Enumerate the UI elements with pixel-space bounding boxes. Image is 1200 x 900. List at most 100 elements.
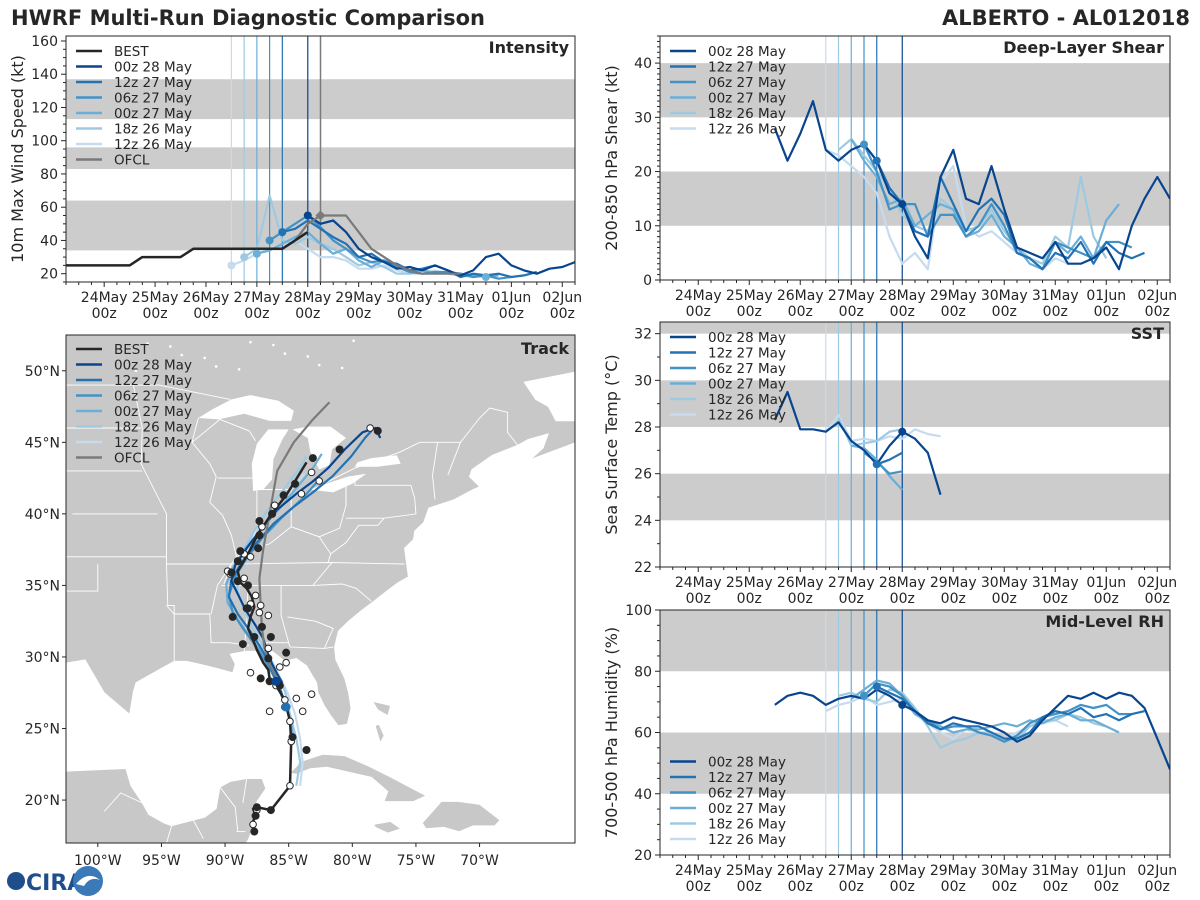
intensity-xtick-label-day: 28May xyxy=(284,290,331,306)
small-lake-4 xyxy=(272,343,275,347)
track-dot-open-25 xyxy=(270,501,279,510)
logo-globe-icon xyxy=(7,872,25,890)
intensity-ylabel: 10m Max Wind Speed (kt) xyxy=(8,55,27,263)
sst-xtick-label-day: 26May xyxy=(777,575,824,591)
cira-logo: CIRA xyxy=(7,866,103,896)
shear-panel-title: Deep-Layer Shear xyxy=(1003,38,1164,57)
shear-marker-0 xyxy=(898,200,907,209)
sst-xtick-label-day: 30May xyxy=(981,575,1028,591)
shear-xtick-label-hour: 00z xyxy=(839,304,864,320)
track-dot-filled-11 xyxy=(250,632,259,641)
intensity-xtick-label-hour: 00z xyxy=(397,306,422,322)
track-panel: 100°W 95°W 90°W 85°W 80°W 75°W 70°W 20°N 25°N 30°… xyxy=(25,334,576,869)
track-dot-filled-10 xyxy=(266,632,275,641)
track-dot-open-31 xyxy=(286,717,294,726)
rh-xtick-label-day: 28May xyxy=(879,863,926,879)
rh-ytick-label: 100 xyxy=(625,603,652,619)
sst-xtick-label-hour: 00z xyxy=(737,591,762,607)
sst-xtick-label-day: 01Jun xyxy=(1086,575,1126,591)
track-ytick-label: 30°N xyxy=(25,650,60,666)
sst-ytick-label: 26 xyxy=(634,467,652,483)
rh-band-1 xyxy=(660,610,1170,672)
track-legend-label-06z-27-may: 06z 27 May xyxy=(114,389,192,405)
intensity-series-00z-28-may xyxy=(307,214,575,277)
shear-ytick-label: 40 xyxy=(634,56,652,72)
state-border-13 xyxy=(345,480,417,519)
shear-xtick-label-day: 29May xyxy=(930,288,977,304)
track-dot-open-26 xyxy=(297,490,306,498)
track-dot-filled-2 xyxy=(252,803,261,812)
lake-erie xyxy=(309,473,367,493)
land-jamaica xyxy=(373,821,402,834)
state-border-9 xyxy=(281,583,372,602)
rh-xtick-label-hour: 00z xyxy=(890,879,915,895)
track-map-layer xyxy=(66,335,575,843)
shear-marker-1 xyxy=(872,156,881,165)
shear-ytick-label: 30 xyxy=(634,110,652,126)
shear-legend-label-00z-27-may: 00z 27 May xyxy=(708,91,786,107)
rh-xtick-label-day: 31May xyxy=(1032,863,1079,879)
track-dot-open-16 xyxy=(256,601,265,610)
state-border-22 xyxy=(66,564,99,592)
rh-xtick-label-hour: 00z xyxy=(1043,879,1068,895)
intensity-ytick-label: 120 xyxy=(31,100,58,116)
sst-xtick-label-hour: 00z xyxy=(1145,591,1170,607)
rh-xtick-label-hour: 00z xyxy=(788,879,813,895)
mexico-border-2 xyxy=(166,825,173,843)
track-dot-filled-31 xyxy=(242,604,251,613)
rh-series-00z-28-may xyxy=(774,688,1170,770)
small-lake-2 xyxy=(203,356,207,360)
sst-series-12z-27-may xyxy=(876,451,903,466)
rh-legend-label-12z-26-may: 12z 26 May xyxy=(708,832,786,848)
intensity-marker-3 xyxy=(252,249,261,258)
intensity-xtick-label-hour: 00z xyxy=(244,306,269,322)
intensity-xtick-label-hour: 00z xyxy=(142,306,167,322)
rh-xtick-label-day: 26May xyxy=(777,863,824,879)
rh-ytick-label: 20 xyxy=(634,848,652,864)
small-lake-13 xyxy=(352,339,355,343)
intensity-marker-2 xyxy=(265,236,274,245)
track-dot-open-12 xyxy=(275,663,284,671)
sst-xtick-label-hour: 00z xyxy=(1094,591,1119,607)
intensity-ytick-label: 40 xyxy=(40,233,58,249)
track-dot-open-4 xyxy=(281,696,289,704)
track-ytick-label: 50°N xyxy=(25,364,60,380)
intensity-marker-5 xyxy=(227,261,236,270)
shear-xtick-label-day: 31May xyxy=(1032,288,1079,304)
land-hispaniola xyxy=(421,801,501,833)
track-xtick-label: 90°W xyxy=(206,853,245,869)
sst-plot-area xyxy=(660,322,1170,567)
intensity-legend-label-06z-27-may: 06z 27 May xyxy=(114,91,192,107)
intensity-legend-label-00z-27-may: 00z 27 May xyxy=(114,106,192,122)
track-dot-filled-24 xyxy=(268,509,277,518)
rh-series-18z-26-may xyxy=(838,688,1107,749)
small-lake-9 xyxy=(214,365,218,368)
rh-legend-label-00z-28-may: 00z 28 May xyxy=(708,755,786,771)
intensity-xtick-label-hour: 00z xyxy=(193,306,218,322)
intensity-legend-label-18z-26-may: 18z 26 May xyxy=(114,122,192,138)
shear-xtick-label-day: 30May xyxy=(981,288,1028,304)
sst-xtick-label-hour: 00z xyxy=(941,591,966,607)
sst-xtick-label-day: 25May xyxy=(726,575,773,591)
track-dot-filled-27 xyxy=(308,454,317,463)
land-north-america xyxy=(66,335,575,727)
sst-legend-label-18z-26-may: 18z 26 May xyxy=(708,392,786,408)
rh-xtick-label-hour: 00z xyxy=(941,879,966,895)
track-dot-filled-22 xyxy=(255,531,264,540)
track-dot-filled-21 xyxy=(254,544,263,553)
rh-legend-label-06z-27-may: 06z 27 May xyxy=(708,786,786,802)
sst-ylabel: Sea Surface Temp (°C) xyxy=(602,354,621,534)
state-border-18 xyxy=(217,477,258,490)
rh-panel-title: Mid-Level RH xyxy=(1045,612,1164,631)
rh-series-12z-27-may xyxy=(876,685,1145,740)
shear-xtick-label-hour: 00z xyxy=(1145,304,1170,320)
track-ytick-label: 45°N xyxy=(25,435,60,451)
rh-band-0 xyxy=(660,732,1170,794)
track-dot-filled-20 xyxy=(236,547,245,556)
track-dot-filled-1 xyxy=(251,811,260,820)
track-dot-filled-13 xyxy=(257,622,266,631)
intensity-ytick-label: 60 xyxy=(40,200,58,216)
track-panel-title: Track xyxy=(521,339,569,358)
rh-xtick-label-day: 25May xyxy=(726,863,773,879)
sst-panel: 22242628303224May00z25May00z26May00z27Ma… xyxy=(602,321,1177,607)
